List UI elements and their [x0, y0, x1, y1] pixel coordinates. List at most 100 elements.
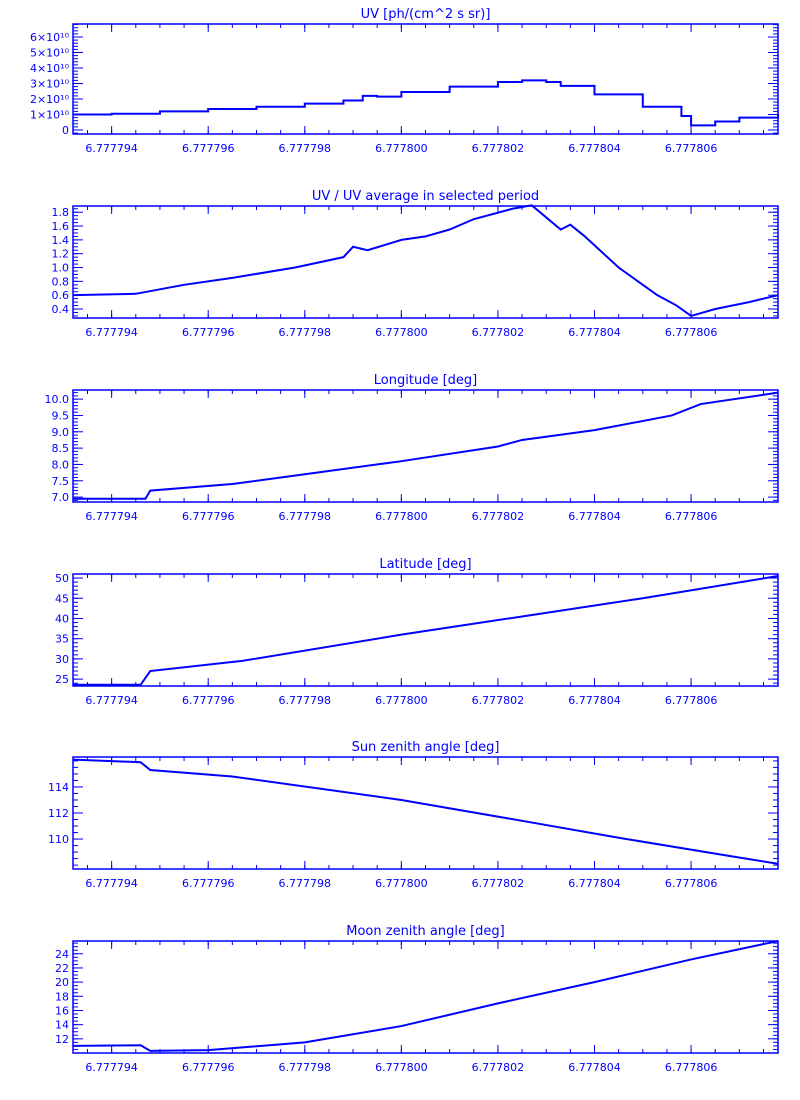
panel-2: UV / UV average in selected period 6.7777… — [52, 189, 779, 339]
y-tick-label: 9.5 — [52, 409, 70, 422]
x-tick-label: 6.777800 — [375, 694, 428, 707]
x-tick-label: 6.777794 — [85, 326, 138, 339]
y-tick-label: 25 — [55, 673, 69, 686]
series-line — [72, 204, 779, 318]
y-tick-label: 0.6 — [52, 289, 70, 302]
x-tick-label: 6.777804 — [568, 1061, 621, 1074]
y-tick-label: 114 — [48, 781, 69, 794]
x-tick-label: 6.777800 — [375, 326, 428, 339]
x-tick-label: 6.777800 — [375, 877, 428, 890]
x-tick-label: 6.777796 — [182, 142, 235, 155]
series-line — [73, 575, 779, 686]
panel-1: UV [ph/(cm^2 s sr)] 6.777794 6.777796 6.777… — [30, 7, 779, 155]
plot-frame — [72, 756, 779, 870]
y-tick-label: 1×10¹⁰ — [30, 108, 70, 121]
x-tick-label: 6.777802 — [472, 326, 525, 339]
x-tick-label: 6.777796 — [182, 326, 235, 339]
y-tick-label: 8.0 — [52, 458, 70, 471]
y-tick-label: 24 — [55, 948, 69, 961]
series-line — [73, 79, 779, 127]
y-tick-label: 30 — [55, 653, 69, 666]
y-tick-label: 5×10¹⁰ — [30, 47, 70, 60]
x-tick-label: 6.777804 — [568, 877, 621, 890]
x-tick-label: 6.777794 — [85, 142, 138, 155]
panel-6: Moon zenith angle [deg] 6.777794 6.777796 6… — [55, 924, 779, 1074]
x-tick-label: 6.777798 — [279, 1061, 332, 1074]
x-tick-label: 6.777806 — [665, 326, 718, 339]
x-tick-label: 6.777798 — [279, 694, 332, 707]
y-tick-label: 9.0 — [52, 426, 70, 439]
y-tick-label: 50 — [55, 572, 69, 585]
y-tick-label: 7.5 — [52, 475, 70, 488]
panel-title: UV / UV average in selected period — [312, 189, 539, 204]
panel-5: Sun zenith angle [deg] 6.777794 6.777796 6.… — [48, 740, 779, 890]
y-tick-label: 8.5 — [52, 442, 70, 455]
y-tick-label: 0 — [62, 124, 69, 137]
y-tick-label: 112 — [48, 807, 69, 820]
x-tick-label: 6.777804 — [568, 142, 621, 155]
y-tick-label: 1.8 — [52, 206, 70, 219]
x-tick-label: 6.777802 — [472, 877, 525, 890]
x-tick-label: 6.777794 — [85, 877, 138, 890]
panel-title: UV [ph/(cm^2 s sr)] — [361, 7, 491, 22]
panel-3: Longitude [deg] 6.777794 6.777796 6.777798 6… — [45, 373, 779, 523]
panel-title: Moon zenith angle [deg] — [346, 924, 504, 939]
y-tick-label: 20 — [55, 976, 69, 989]
x-tick-label: 6.777800 — [375, 142, 428, 155]
x-tick-label: 6.777794 — [85, 510, 138, 523]
y-tick-label: 0.4 — [52, 303, 70, 316]
x-tick-label: 6.777806 — [665, 142, 718, 155]
panel-title: Longitude [deg] — [374, 373, 477, 388]
y-tick-label: 0.8 — [52, 275, 70, 288]
x-tick-label: 6.777796 — [182, 877, 235, 890]
x-tick-label: 6.777800 — [375, 510, 428, 523]
y-tick-label: 12 — [55, 1033, 69, 1046]
x-tick-label: 6.777794 — [85, 694, 138, 707]
y-tick-label: 1.0 — [52, 262, 70, 275]
plot-frame — [72, 940, 779, 1054]
y-tick-label: 1.2 — [52, 248, 70, 261]
y-tick-label: 3×10¹⁰ — [30, 77, 70, 90]
x-tick-label: 6.777804 — [568, 326, 621, 339]
y-tick-label: 6×10¹⁰ — [30, 31, 70, 44]
x-tick-label: 6.777800 — [375, 1061, 428, 1074]
series-line — [72, 758, 779, 865]
panel-title: Latitude [deg] — [379, 557, 471, 572]
y-tick-label: 40 — [55, 612, 69, 625]
series-line — [72, 940, 779, 1052]
panel-4: Latitude [deg] 6.777794 6.777796 6.777798 6.… — [55, 557, 779, 707]
x-tick-label: 6.777806 — [665, 694, 718, 707]
series-line — [73, 391, 779, 500]
x-tick-label: 6.777798 — [279, 877, 332, 890]
y-tick-label: 110 — [48, 833, 69, 846]
y-tick-label: 16 — [55, 1004, 69, 1017]
x-tick-label: 6.777802 — [472, 142, 525, 155]
x-tick-label: 6.777798 — [279, 142, 332, 155]
x-tick-label: 6.777794 — [85, 1061, 138, 1074]
x-tick-label: 6.777796 — [182, 1061, 235, 1074]
x-tick-label: 6.777796 — [182, 694, 235, 707]
y-tick-label: 7.0 — [52, 491, 70, 504]
y-tick-label: 35 — [55, 633, 69, 646]
x-tick-label: 6.777796 — [182, 510, 235, 523]
x-tick-label: 6.777802 — [472, 510, 525, 523]
panel-title: Sun zenith angle [deg] — [352, 740, 500, 755]
x-tick-label: 6.777802 — [472, 1061, 525, 1074]
x-tick-label: 6.777804 — [568, 694, 621, 707]
y-tick-label: 18 — [55, 990, 69, 1003]
x-tick-label: 6.777798 — [279, 326, 332, 339]
y-tick-label: 1.4 — [52, 234, 70, 247]
x-tick-label: 6.777806 — [665, 510, 718, 523]
x-tick-label: 6.777802 — [472, 694, 525, 707]
y-tick-label: 4×10¹⁰ — [30, 62, 70, 75]
y-tick-label: 45 — [55, 592, 69, 605]
y-tick-label: 14 — [55, 1019, 69, 1032]
y-tick-label: 1.6 — [52, 220, 70, 233]
plot-frame — [72, 23, 779, 135]
plot-frame — [72, 389, 779, 503]
y-tick-label: 10.0 — [45, 393, 70, 406]
y-tick-label: 22 — [55, 962, 69, 975]
x-tick-label: 6.777804 — [568, 510, 621, 523]
x-tick-label: 6.777806 — [665, 877, 718, 890]
